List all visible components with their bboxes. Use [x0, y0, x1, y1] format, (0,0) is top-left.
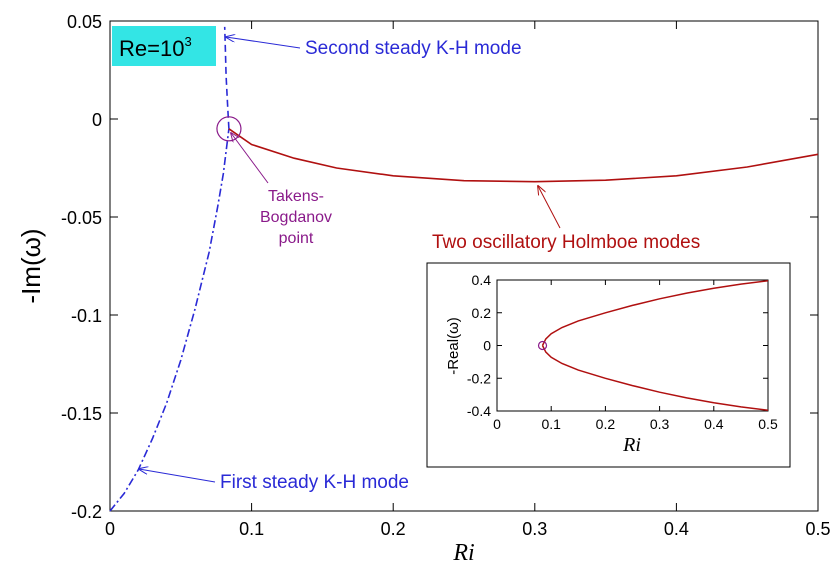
reynolds-badge-base: Re=10 — [119, 36, 184, 61]
series-line-0 — [109, 128, 230, 512]
inset-x-axis-label: Ri — [622, 434, 641, 456]
x-tick-label: 0.3 — [650, 416, 670, 432]
tb-line-3: point — [279, 230, 314, 247]
y-tick-label: -0.05 — [61, 208, 102, 228]
arrow-holmboe — [538, 186, 561, 229]
tb-line-2: Bogdanov — [260, 209, 332, 226]
y-tick-label: 0.05 — [67, 12, 102, 32]
takens-bogdanov-marker — [537, 340, 548, 351]
y-tick-label: 0.4 — [472, 272, 492, 288]
series-line-1 — [541, 345, 769, 411]
main-series — [109, 26, 819, 512]
y-tick-label: 0 — [483, 338, 491, 354]
main-x-axis-label: Ri — [452, 540, 474, 566]
annotation-second-steady: Second steady K-H mode — [305, 38, 522, 59]
reynolds-badge — [112, 26, 216, 66]
inset-series — [537, 280, 769, 411]
y-tick-label: -0.15 — [61, 404, 102, 424]
y-tick-label: 0 — [92, 110, 102, 130]
arrow-second-steady — [226, 37, 301, 49]
series-line-2 — [228, 128, 819, 183]
takens-bogdanov-marker — [216, 116, 242, 142]
arrow-first-steady — [139, 469, 216, 483]
main-ticks: 0 0.1 0.2 0.3 0.4 0.5 0.05 0 -0.05 -0.1 -0.15 -0.2 — [61, 12, 831, 539]
y-tick-label: 0.2 — [472, 305, 492, 321]
annotation-takens-bogdanov: Takens- Bogdanov point — [260, 188, 332, 247]
x-tick-label: 0.1 — [541, 416, 561, 432]
x-tick-label: 0 — [493, 416, 501, 432]
annotation-first-steady: First steady K-H mode — [220, 472, 409, 493]
main-y-axis-label: -Im(ω) — [16, 228, 46, 303]
x-tick-label: 0.2 — [596, 416, 616, 432]
arrow-takens-bogdanov — [231, 133, 269, 184]
x-tick-label: 0.5 — [758, 416, 778, 432]
series-line-0 — [541, 280, 769, 346]
x-tick-label: 0 — [105, 519, 115, 539]
tb-line-1: Takens- — [268, 188, 324, 205]
x-tick-label: 0.1 — [239, 519, 264, 539]
inset-y-axis-label: -Real(ω) — [445, 317, 462, 375]
inset-ticks: 0 0.1 0.2 0.3 0.4 0.5 0.4 0.2 0 -0.2 -0.4 — [467, 272, 778, 432]
inset-box — [426, 262, 791, 468]
y-tick-label: -0.2 — [467, 370, 491, 386]
reynolds-badge-label: Re=103 — [119, 34, 192, 61]
x-tick-label: 0.4 — [704, 416, 724, 432]
x-tick-label: 0.3 — [522, 519, 547, 539]
y-tick-label: -0.4 — [467, 403, 491, 419]
main-plot-frame — [109, 20, 819, 512]
annotation-holmboe: Two oscillatory Holmboe modes — [432, 232, 700, 253]
series-line-1 — [223, 26, 230, 129]
x-tick-label: 0.4 — [664, 519, 689, 539]
x-tick-label: 0.2 — [381, 519, 406, 539]
reynolds-badge-exponent: 3 — [184, 34, 191, 49]
y-tick-label: -0.2 — [71, 502, 102, 522]
x-tick-label: 0.5 — [805, 519, 830, 539]
y-tick-label: -0.1 — [71, 306, 102, 326]
